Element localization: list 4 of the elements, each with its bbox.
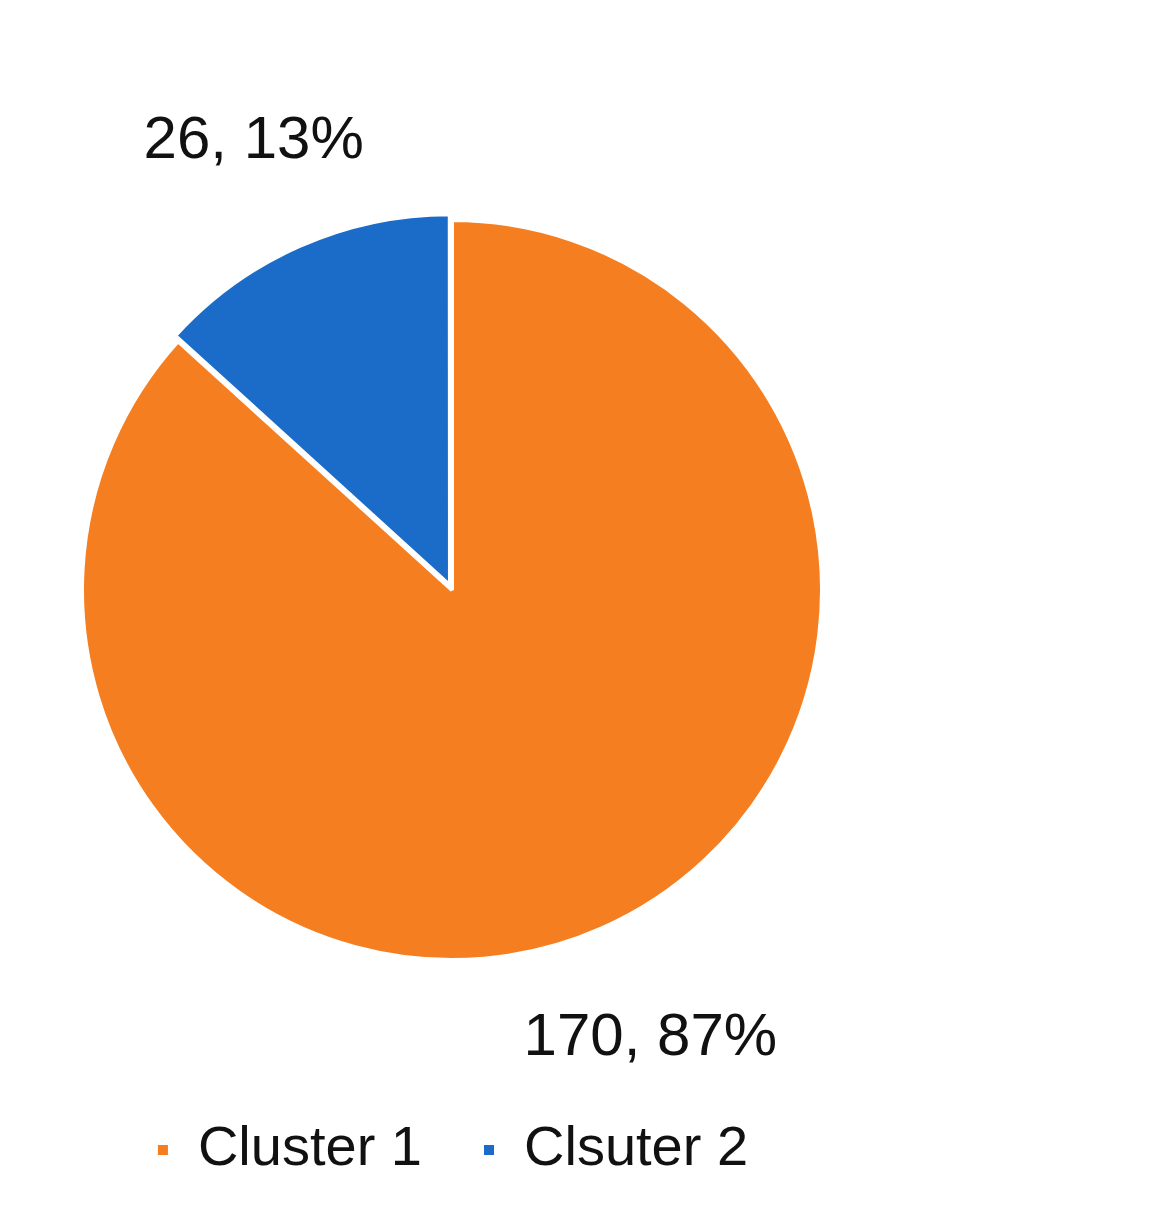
legend-label: Clsuter 2 — [524, 1114, 749, 1178]
data-label: 26, 13% — [143, 104, 364, 172]
legend-label: Cluster 1 — [197, 1114, 423, 1178]
data-label: 170, 87% — [523, 1000, 778, 1068]
